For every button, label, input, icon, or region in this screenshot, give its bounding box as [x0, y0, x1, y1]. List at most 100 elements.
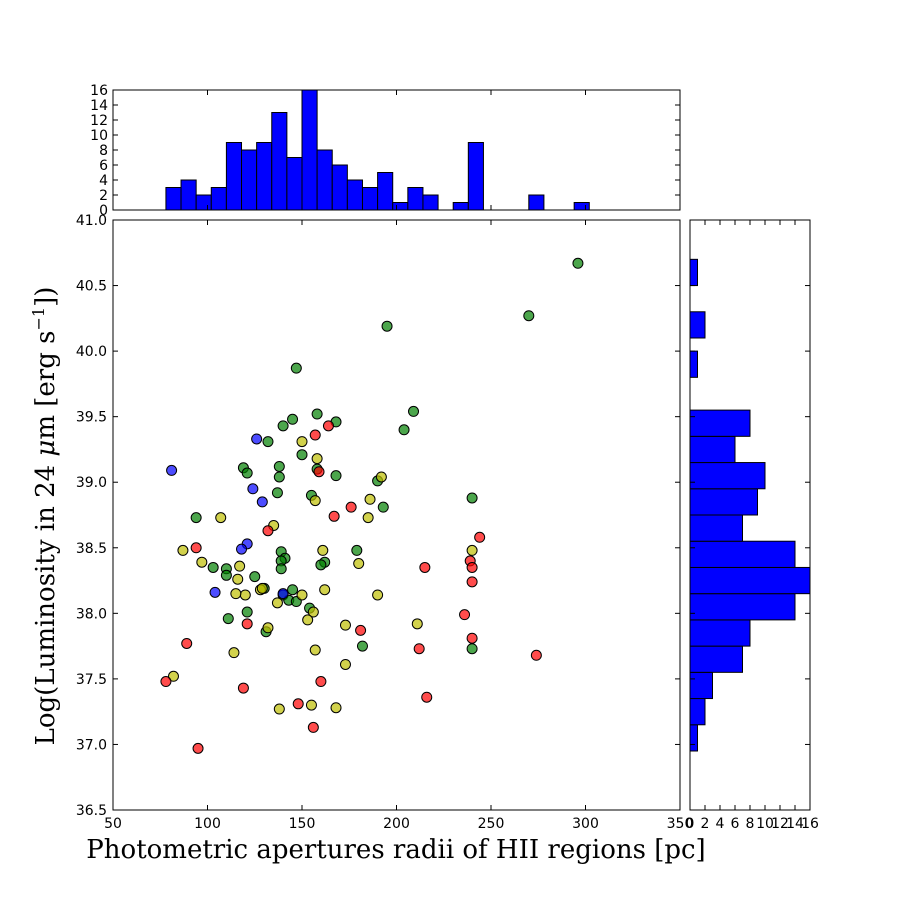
x-tick-label: 100 — [194, 816, 221, 832]
data-point-yellow — [330, 702, 342, 714]
data-point-red — [181, 637, 193, 649]
data-point-green — [271, 487, 283, 499]
histogram-bar — [689, 671, 713, 700]
histogram-bar — [346, 179, 363, 211]
histogram-bar — [241, 149, 258, 211]
data-point-green — [262, 436, 274, 448]
data-point-green — [220, 569, 232, 581]
histogram-bar — [256, 142, 273, 211]
right-hist-x-tick-label: 8 — [746, 816, 755, 832]
data-point-green — [381, 320, 393, 332]
data-point-yellow — [466, 544, 478, 556]
data-point-yellow — [296, 589, 308, 601]
histogram-bar — [689, 698, 706, 726]
histogram-bar — [689, 540, 796, 568]
data-point-red — [474, 531, 486, 543]
data-point-red — [313, 466, 325, 478]
data-point-red — [262, 525, 274, 537]
histogram-bar — [689, 593, 796, 621]
data-point-yellow — [311, 453, 323, 465]
y-tick-label: 38.0 — [76, 606, 107, 622]
data-point-yellow — [411, 618, 423, 630]
histogram-bar — [689, 488, 758, 516]
data-point-yellow — [362, 512, 374, 524]
right-hist-x-tick-label: 2 — [701, 816, 710, 832]
histogram-bar — [301, 89, 318, 211]
histogram-bar — [452, 202, 469, 211]
histogram-bar — [689, 409, 751, 437]
right-hist-x-tick-label: 16 — [801, 816, 819, 832]
histogram-bar — [528, 194, 545, 211]
data-point-green — [408, 405, 420, 417]
histogram-bar — [316, 149, 333, 211]
data-point-blue — [277, 588, 289, 600]
data-point-green — [330, 470, 342, 482]
data-point-red — [160, 676, 172, 688]
y-tick-label: 38.5 — [76, 541, 107, 557]
data-point-green — [241, 606, 253, 618]
data-point-green — [290, 362, 302, 374]
data-point-yellow — [302, 614, 314, 626]
data-point-green — [398, 424, 410, 436]
data-point-green — [287, 413, 299, 425]
data-point-red — [419, 561, 431, 573]
histogram-bar — [286, 157, 303, 211]
histogram-bar — [689, 645, 743, 673]
data-point-green — [249, 571, 261, 583]
y-tick-label: 39.5 — [76, 410, 107, 426]
y-tick-label: 39.0 — [76, 475, 107, 491]
data-point-red — [190, 542, 202, 554]
data-point-yellow — [375, 471, 387, 483]
histogram-bar — [361, 187, 379, 211]
data-point-red — [237, 682, 249, 694]
histogram-bar — [689, 514, 743, 542]
top-hist-y-tick-label: 8 — [99, 143, 108, 159]
data-point-red — [322, 420, 334, 432]
histogram-bar — [689, 724, 698, 752]
y-tick-label: 37.0 — [76, 737, 107, 753]
x-axis-label: Photometric apertures radii of HII regio… — [86, 835, 705, 865]
x-tick-label: 350 — [667, 816, 694, 832]
histogram-bar — [392, 202, 409, 211]
data-point-red — [315, 676, 327, 688]
data-point-red — [192, 742, 204, 754]
data-point-yellow — [364, 493, 376, 505]
data-point-red — [309, 429, 321, 441]
right-hist-x-tick-label: 4 — [716, 816, 725, 832]
data-point-green — [241, 467, 253, 479]
y-tick-label: 41.0 — [76, 213, 107, 229]
histogram-bar — [689, 619, 751, 647]
data-point-yellow — [239, 589, 251, 601]
top-hist-y-tick-label: 0 — [99, 203, 108, 219]
x-tick-label: 300 — [572, 816, 599, 832]
right-hist-x-tick-label: 14 — [786, 816, 804, 832]
top-hist-y-tick-label: 12 — [90, 113, 108, 129]
data-point-yellow — [339, 658, 351, 670]
data-point-yellow — [177, 544, 189, 556]
data-point-green — [572, 257, 584, 269]
y-tick-label: 40.5 — [76, 279, 107, 295]
histogram-bar — [689, 350, 698, 378]
histogram-bar — [210, 187, 227, 211]
data-point-red — [459, 609, 471, 621]
data-point-yellow — [309, 495, 321, 507]
data-point-red — [355, 624, 367, 636]
data-point-green — [296, 449, 308, 461]
data-point-yellow — [309, 644, 321, 656]
histogram-bar — [165, 187, 182, 211]
data-point-yellow — [232, 573, 244, 585]
data-point-yellow — [372, 589, 384, 601]
data-point-blue — [251, 433, 263, 445]
x-tick-label: 50 — [104, 816, 122, 832]
data-point-blue — [166, 464, 178, 476]
right-hist-x-tick-label: 12 — [771, 816, 789, 832]
data-point-blue — [209, 586, 221, 598]
data-point-green — [377, 501, 389, 513]
data-point-yellow — [256, 582, 268, 594]
data-point-red — [466, 632, 478, 644]
data-point-green — [190, 512, 202, 524]
data-point-yellow — [296, 436, 308, 448]
data-point-green — [523, 310, 535, 322]
histogram-bar — [271, 112, 288, 211]
